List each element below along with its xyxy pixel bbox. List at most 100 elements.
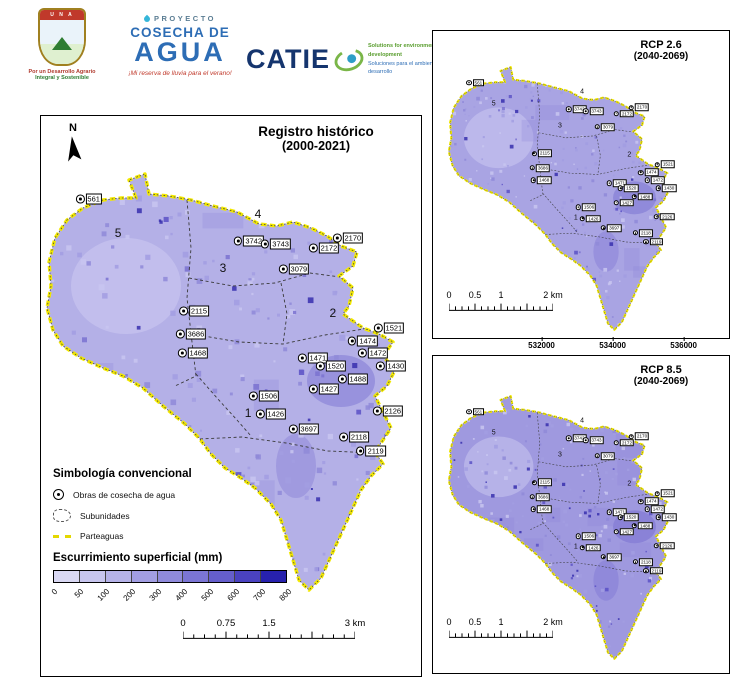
obra-marker-icon — [177, 348, 187, 358]
subunit-label-5: 5 — [114, 225, 122, 240]
obra-marker-icon — [583, 437, 589, 443]
station-3743: 3743 — [583, 107, 604, 116]
subunit-label-1: 1 — [244, 405, 252, 420]
north-arrow: N — [61, 122, 85, 162]
watershed-map-rcp26 — [447, 66, 670, 331]
ramp-tick-label: 500 — [199, 587, 216, 603]
station-label: 1472 — [650, 505, 666, 513]
obra-marker-icon — [466, 80, 472, 86]
station-2126: 2126 — [372, 405, 404, 417]
station-1472: 1472 — [644, 505, 666, 513]
station-label: 1426 — [265, 408, 287, 420]
obra-marker-icon — [530, 177, 537, 183]
station-label: 2115 — [537, 149, 552, 158]
obra-marker-icon — [631, 193, 638, 200]
obra-marker-icon — [579, 215, 586, 222]
subunit-label-2: 2 — [627, 480, 632, 488]
station-2170: 2170 — [628, 103, 650, 112]
scale-bar-rcp26: 0 0.5 1 2 km — [446, 290, 563, 316]
subunit-label-3: 3 — [219, 261, 227, 276]
station-1488: 1488 — [631, 521, 653, 530]
una-shield-icon: U N A — [38, 8, 86, 66]
obra-marker-icon — [531, 479, 537, 486]
station-label: 2119 — [649, 567, 664, 575]
obra-marker-icon — [288, 424, 298, 434]
catie-swoosh-icon — [334, 48, 364, 71]
mountain-icon — [52, 36, 72, 50]
station-1474: 1474 — [638, 168, 659, 177]
legend-item-obras: Obras de cosecha de agua — [53, 489, 305, 500]
obra-marker-icon — [655, 514, 662, 520]
obra-marker-icon — [632, 230, 638, 236]
station-label: 1520 — [624, 513, 639, 521]
station-3686: 3686 — [529, 164, 551, 172]
station-label: 561 — [85, 193, 102, 205]
obra-marker-icon — [248, 391, 258, 401]
station-2118: 2118 — [339, 431, 369, 443]
station-label: 1488 — [638, 192, 653, 201]
station-3697: 3697 — [600, 224, 622, 232]
station-label: 1474 — [644, 497, 659, 506]
obra-marker-icon — [644, 177, 650, 183]
station-2115: 2115 — [179, 305, 210, 317]
panel-title-rcp85: RCP 8.5 (2040-2069) — [633, 364, 689, 387]
subunit-label-4: 4 — [580, 88, 584, 96]
catie-tagline-en: Solutions for environment and developmen… — [368, 43, 448, 58]
coordinate-label: 534000 — [599, 337, 626, 350]
obra-marker-icon — [655, 185, 662, 191]
obra-marker-icon — [638, 498, 644, 505]
station-2115: 2115 — [531, 149, 552, 158]
station-1474: 1474 — [638, 497, 659, 506]
obra-marker-icon — [654, 490, 660, 497]
station-label: 1426 — [586, 214, 601, 223]
station-1468: 1468 — [530, 176, 552, 184]
station-label: 2119 — [365, 445, 386, 457]
obra-marker-icon — [332, 233, 342, 243]
station-label: 1427 — [318, 383, 340, 395]
station-1430: 1430 — [655, 513, 677, 521]
station-label: 1427 — [619, 528, 635, 536]
station-label: 2170 — [342, 232, 364, 244]
subunit-label-1: 1 — [573, 543, 578, 551]
station-label: 3697 — [607, 553, 622, 561]
station-2119: 2119 — [355, 445, 386, 457]
station-label: 1427 — [619, 199, 635, 207]
obra-marker-icon — [372, 406, 382, 416]
station-1472: 1472 — [644, 176, 666, 184]
obra-marker-icon — [628, 433, 634, 440]
station-1488: 1488 — [337, 373, 369, 385]
station-3686: 3686 — [175, 328, 207, 340]
obra-marker-icon — [638, 169, 644, 176]
obra-marker-icon — [529, 165, 535, 171]
obra-marker-icon — [308, 384, 318, 394]
station-2118: 2118 — [632, 229, 653, 237]
station-2126: 2126 — [653, 541, 675, 550]
station-label: 2172 — [318, 242, 340, 254]
station-1427: 1427 — [613, 199, 635, 207]
station-label: 3697 — [298, 423, 320, 435]
station-label: 3743 — [270, 238, 291, 250]
station-1506: 1506 — [575, 203, 597, 211]
ramp-cell — [183, 571, 210, 582]
subunit-label-4: 4 — [580, 417, 584, 425]
obra-marker-icon — [613, 529, 619, 535]
station-1521: 1521 — [654, 160, 676, 169]
obra-marker-icon — [583, 108, 589, 114]
obra-marker-icon — [530, 506, 537, 512]
map-rcp85: 1 2 3 4 5 561 3742 3743 2170 2172 3079 2115 3686 1468… — [445, 372, 685, 669]
catie-tagline-es: Soluciones para el ambiente y desarrollo — [368, 60, 442, 76]
ramp-tick-label: 400 — [173, 587, 190, 603]
obra-marker-icon — [233, 236, 243, 246]
station-label: 561 — [472, 79, 485, 87]
obra-marker-icon — [600, 554, 607, 560]
station-3079: 3079 — [594, 123, 616, 131]
station-label: 2115 — [188, 305, 210, 317]
parteaguas-yellow-dashed-icon — [53, 534, 71, 538]
station-1426: 1426 — [579, 543, 601, 552]
coordinate-label: 536000 — [670, 337, 697, 350]
station-3697: 3697 — [288, 423, 320, 435]
station-label: 1474 — [357, 335, 379, 347]
obra-marker-icon — [600, 225, 607, 231]
station-label: 3697 — [607, 224, 622, 232]
obra-marker-icon — [339, 432, 348, 442]
